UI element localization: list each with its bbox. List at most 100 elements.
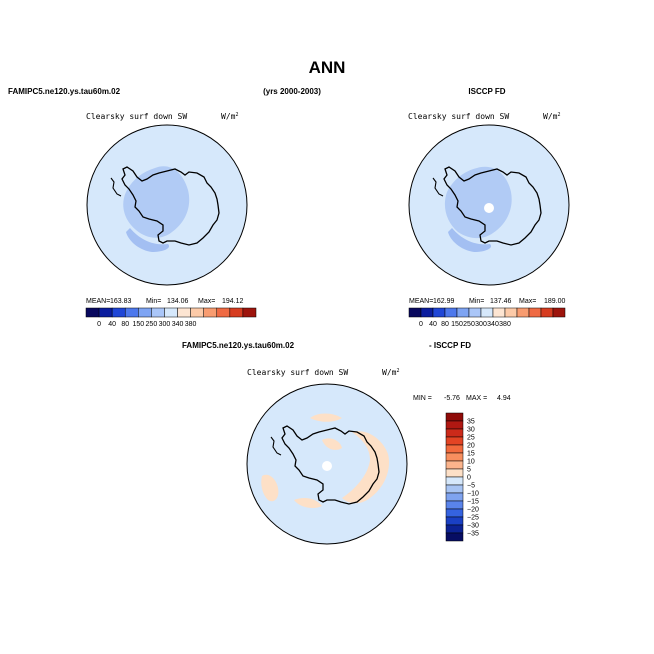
diff-colorbar-tick-label: −20 xyxy=(467,507,479,514)
model-colorbar-box xyxy=(111,307,126,318)
model-colorbar-box xyxy=(98,307,113,318)
diff-colorbar-box xyxy=(445,468,464,478)
diff-colorbar-tick-label: −5 xyxy=(467,483,475,490)
obs-map-outline xyxy=(408,124,570,286)
diff-colorbar-box xyxy=(445,492,464,502)
model-colorbar-tick-label: 340 xyxy=(172,321,184,328)
model-colorbar-box xyxy=(229,307,244,318)
model-colorbar-tick-label: 300 xyxy=(159,321,171,328)
diff-map xyxy=(246,383,408,545)
figure-title: ANN xyxy=(309,58,346,77)
obs-map-pole-hole xyxy=(484,203,494,213)
obs-colorbar: 0 40 80 150 250 300 340 380 xyxy=(408,307,566,328)
diff-colorbar-tick-label: 30 xyxy=(467,427,475,434)
model-colorbar-tick-label: 40 xyxy=(108,321,116,328)
obs-max-value: 189.00 xyxy=(544,298,566,305)
diff-panel: Clearsky surf down SW W/m2 MIN = -5.76 MA… xyxy=(246,368,511,545)
diff-colorbar-box xyxy=(445,452,464,462)
diff-map-outline xyxy=(246,383,408,545)
obs-colorbar-box xyxy=(528,307,542,318)
diff-colorbar-tick-label: 5 xyxy=(467,467,471,474)
diff-colorbar-tick-label: −25 xyxy=(467,515,479,522)
model-colorbar-box xyxy=(138,307,152,318)
model-panel: Clearsky surf down SW W/m2 MEAN=163.83 M… xyxy=(85,112,257,328)
diff-map-pole-hole xyxy=(322,461,332,471)
diff-map-pos-region-west xyxy=(261,474,279,502)
model-min-label: Min= xyxy=(146,298,161,305)
model-colorbar-tick-label: 380 xyxy=(185,321,197,328)
model-stats: MEAN=163.83 Min= 134.06 Max= 194.12 xyxy=(86,298,244,305)
obs-min-label: Min= xyxy=(469,298,484,305)
obs-colorbar-tick-label: 300 xyxy=(475,321,487,328)
diff-colorbar-box xyxy=(445,436,464,446)
model-map-outline xyxy=(86,124,248,286)
diff-units-text: W/m xyxy=(382,368,397,377)
obs-colorbar-box xyxy=(468,307,482,318)
diff-colorbar-box xyxy=(445,484,464,494)
diff-map-pos-region-east xyxy=(342,431,390,504)
diff-colorbar-tick-label: 25 xyxy=(467,435,475,442)
obs-colorbar-tick-label: 250 xyxy=(463,321,475,328)
obs-units-text: W/m xyxy=(543,112,558,121)
model-colorbar: 0 40 80 150 250 300 340 380 xyxy=(85,307,257,328)
diff-stats: MIN = -5.76 MAX = 4.94 xyxy=(413,395,511,402)
obs-colorbar-box xyxy=(480,307,494,318)
obs-colorbar-box xyxy=(444,307,458,318)
obs-colorbar-box xyxy=(408,307,422,318)
obs-map xyxy=(408,124,570,286)
obs-colorbar-box xyxy=(432,307,446,318)
diff-units: W/m2 xyxy=(382,368,399,377)
model-colorbar-box xyxy=(216,307,231,318)
diff-colorbar-box xyxy=(445,532,464,542)
obs-colorbar-box xyxy=(456,307,470,318)
diff-panel-title: Clearsky surf down SW xyxy=(247,368,348,377)
diff-min-label: MIN = xyxy=(413,395,432,402)
diff-units-sup: 2 xyxy=(396,368,399,374)
obs-colorbar-tick-label: 80 xyxy=(441,321,449,328)
obs-colorbar-box xyxy=(552,307,566,318)
obs-mean-label: MEAN= xyxy=(409,298,433,305)
model-map xyxy=(86,124,248,286)
model-colorbar-box xyxy=(164,307,178,318)
diff-obs-label: - ISCCP FD xyxy=(429,341,471,350)
case-label: FAMIPC5.ne120.ys.tau60m.02 xyxy=(8,87,121,96)
model-colorbar-box xyxy=(203,307,218,318)
model-colorbar-box xyxy=(151,307,165,318)
model-map-shelf-field xyxy=(126,228,170,252)
diff-max-label: MAX = xyxy=(466,395,487,402)
model-max-value: 194.12 xyxy=(222,298,244,305)
obs-colorbar-box xyxy=(420,307,434,318)
diff-colorbar-tick-label: 15 xyxy=(467,451,475,458)
model-panel-title: Clearsky surf down SW xyxy=(86,112,187,121)
diff-colorbar-box xyxy=(445,508,464,518)
diff-colorbar-tick-label: −30 xyxy=(467,523,479,530)
model-colorbar-tick-label: 250 xyxy=(146,321,158,328)
diff-colorbar-tick-label: 10 xyxy=(467,459,475,466)
model-colorbar-box xyxy=(190,307,204,318)
obs-units-sup: 2 xyxy=(557,112,560,118)
diff-colorbar-tick-label: 20 xyxy=(467,443,475,450)
obs-map-shelf-field xyxy=(448,228,492,252)
diff-colorbar-box xyxy=(445,444,464,454)
diff-colorbar-box xyxy=(445,420,464,430)
model-units-text: W/m xyxy=(221,112,236,121)
diff-colorbar-box xyxy=(445,500,464,510)
model-min-value: 134.06 xyxy=(167,298,189,305)
diff-colorbar-box xyxy=(445,476,464,486)
model-colorbar-box xyxy=(242,307,257,318)
obs-stats: MEAN=162.99 Min= 137.46 Max= 189.00 xyxy=(409,298,566,305)
diff-colorbar-box xyxy=(445,460,464,470)
obs-colorbar-tick-label: 340 xyxy=(487,321,499,328)
model-colorbar-box xyxy=(124,307,139,318)
diff-map-pos-region-interior xyxy=(322,438,342,450)
diff-colorbar-box xyxy=(445,428,464,438)
diff-colorbar-box xyxy=(445,524,464,534)
model-colorbar-tick-label: 0 xyxy=(97,321,101,328)
diff-min-value: -5.76 xyxy=(444,395,460,402)
obs-map-land-field xyxy=(444,166,512,239)
model-mean-value: 163.83 xyxy=(110,298,132,305)
diff-colorbar-box xyxy=(445,516,464,526)
obs-colorbar-box xyxy=(516,307,530,318)
model-colorbar-box xyxy=(177,307,191,318)
